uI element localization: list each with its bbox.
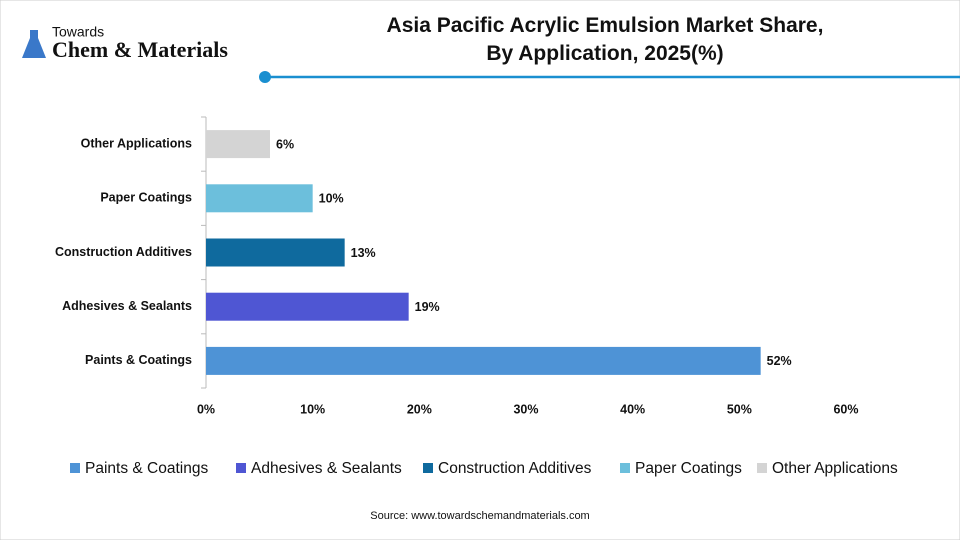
y-tick-label: Paper Coatings [100, 191, 192, 205]
source: Source: www.towardschemandmaterials.com [370, 510, 589, 522]
x-tick-label: 50% [727, 402, 752, 416]
x-tick-label: 40% [620, 402, 645, 416]
bar [206, 292, 409, 321]
legend-swatch [236, 463, 246, 473]
value-label: 52% [767, 354, 792, 368]
x-tick-label: 30% [513, 402, 538, 416]
legend-label: Paper Coatings [635, 460, 742, 477]
bar [206, 346, 761, 375]
y-tick-label: Other Applications [81, 136, 192, 150]
bar [206, 130, 270, 159]
logo-line2: Chem & Materials [52, 37, 228, 62]
legend-swatch [423, 463, 433, 473]
chart-title: Asia Pacific Acrylic Emulsion Market Sha… [386, 14, 824, 65]
legend-label: Other Applications [772, 460, 898, 477]
logo-line1: Towards [52, 24, 104, 40]
logo: Towards Chem & Materials [22, 24, 228, 62]
value-label: 19% [415, 300, 440, 314]
bar [206, 238, 345, 267]
legend-swatch [620, 463, 630, 473]
title-dot [259, 71, 271, 83]
x-tick-label: 0% [197, 402, 215, 416]
x-tick-label: 60% [833, 402, 858, 416]
y-tick-label: Construction Additives [55, 245, 192, 259]
x-tick-label: 10% [300, 402, 325, 416]
legend-label: Construction Additives [438, 460, 592, 477]
legend-swatch [757, 463, 767, 473]
bar [206, 184, 313, 213]
logo-flask [22, 30, 46, 58]
x-tick-label: 20% [407, 402, 432, 416]
y-tick-label: Paints & Coatings [85, 353, 192, 367]
value-label: 6% [276, 137, 294, 151]
legend-label: Paints & Coatings [85, 460, 208, 477]
value-label: 10% [319, 192, 344, 206]
value-label: 13% [351, 246, 376, 260]
legend-swatch [70, 463, 80, 473]
y-tick-label: Adhesives & Sealants [62, 299, 192, 313]
legend-label: Adhesives & Sealants [251, 460, 402, 477]
